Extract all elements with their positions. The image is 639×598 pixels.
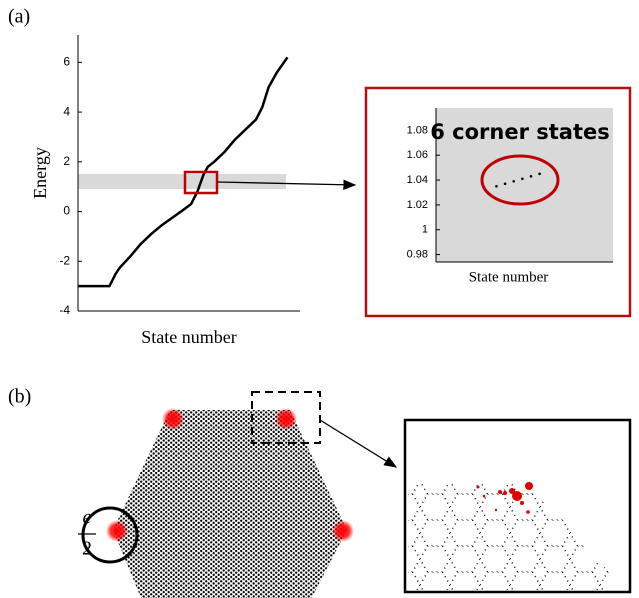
y-tick-label: 2 bbox=[63, 154, 70, 168]
panel-label: (b) bbox=[8, 386, 31, 408]
data-point bbox=[538, 173, 541, 176]
y-tick-label: 6 bbox=[63, 55, 70, 69]
data-point bbox=[521, 177, 524, 180]
panel-label: (a) bbox=[8, 6, 30, 28]
y-tick-label: 1 bbox=[422, 224, 428, 236]
y-tick-label: 1.02 bbox=[407, 199, 428, 211]
y-tick-label: -2 bbox=[59, 253, 70, 267]
fraction-numerator: e bbox=[83, 507, 92, 529]
x-axis-label: State number bbox=[141, 327, 236, 347]
corner-state bbox=[275, 408, 297, 430]
corner-state bbox=[162, 408, 184, 430]
y-tick-label: 1.06 bbox=[407, 149, 428, 161]
data-point bbox=[530, 175, 533, 178]
x-axis-label: State number bbox=[469, 269, 549, 285]
y-tick-label: 0 bbox=[63, 204, 70, 218]
y-tick-label: 4 bbox=[63, 104, 70, 118]
data-point bbox=[504, 182, 507, 185]
data-point bbox=[512, 180, 515, 183]
fraction-denominator: 2 bbox=[82, 538, 92, 560]
corner-state bbox=[332, 520, 354, 542]
corner-state bbox=[106, 520, 128, 542]
energy-band bbox=[78, 174, 286, 189]
figure: (a) (b) -4 -2 0 2 4 6 State number Energy 0.98 1… bbox=[0, 0, 639, 598]
y-tick-label: -4 bbox=[59, 303, 70, 317]
y-tick-label: 0.98 bbox=[407, 248, 428, 260]
y-tick-label: 1.08 bbox=[407, 124, 428, 136]
data-point bbox=[495, 185, 498, 188]
arrow bbox=[320, 420, 396, 467]
y-tick-label: 1.04 bbox=[407, 174, 428, 186]
y-axis-label: Energy bbox=[30, 147, 50, 199]
data-line bbox=[78, 57, 287, 286]
chart-title: 6 corner states bbox=[430, 120, 610, 144]
hexagon-lattice bbox=[113, 410, 347, 598]
